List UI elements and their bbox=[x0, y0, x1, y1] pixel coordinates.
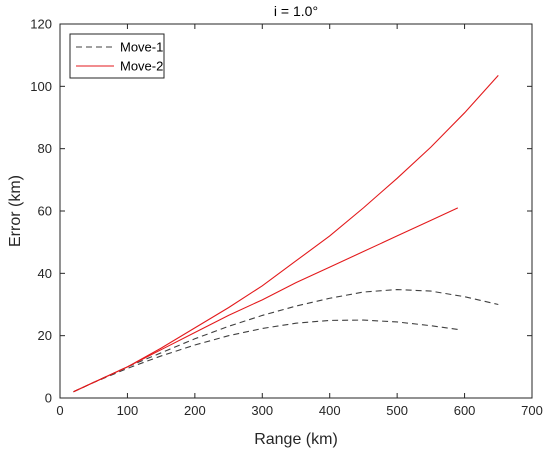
y-tick-label: 0 bbox=[45, 391, 52, 406]
plot-area-frame bbox=[59, 23, 533, 399]
y-tick-label: 100 bbox=[30, 79, 52, 94]
series-line-move-2 bbox=[73, 207, 459, 393]
tick-layer: 0 100 200 300 400 500 600 700 0 20 40 60 80 100 120 bbox=[30, 17, 543, 419]
y-tick-label: 20 bbox=[38, 328, 52, 343]
x-tick-label: 300 bbox=[251, 403, 273, 418]
series-line-move-1 bbox=[73, 319, 458, 393]
chart-title: i = 1.0° bbox=[274, 3, 318, 19]
legend: Move-1 Move-2 bbox=[69, 33, 165, 79]
legend-label-move-1: Move-1 bbox=[120, 40, 163, 55]
series-layer bbox=[73, 75, 499, 393]
legend-box bbox=[69, 33, 165, 79]
x-axis-label: Range (km) bbox=[254, 431, 338, 448]
x-tick-label: 200 bbox=[184, 403, 206, 418]
y-tick-label: 80 bbox=[38, 141, 52, 156]
x-tick-label: 600 bbox=[454, 403, 476, 418]
y-axis-label: Error (km) bbox=[7, 175, 24, 247]
x-tick-label: 700 bbox=[521, 403, 543, 418]
y-tick-label: 40 bbox=[38, 266, 52, 281]
x-tick-label: 100 bbox=[117, 403, 139, 418]
y-tick-label: 120 bbox=[30, 17, 52, 32]
x-tick-label: 400 bbox=[319, 403, 341, 418]
x-tick-label: 0 bbox=[56, 403, 63, 418]
y-tick-label: 60 bbox=[38, 204, 52, 219]
x-tick-label: 500 bbox=[386, 403, 408, 418]
legend-label-move-2: Move-2 bbox=[120, 59, 163, 74]
